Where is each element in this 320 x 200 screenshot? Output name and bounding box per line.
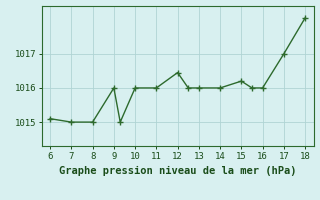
X-axis label: Graphe pression niveau de la mer (hPa): Graphe pression niveau de la mer (hPa) [59, 166, 296, 176]
